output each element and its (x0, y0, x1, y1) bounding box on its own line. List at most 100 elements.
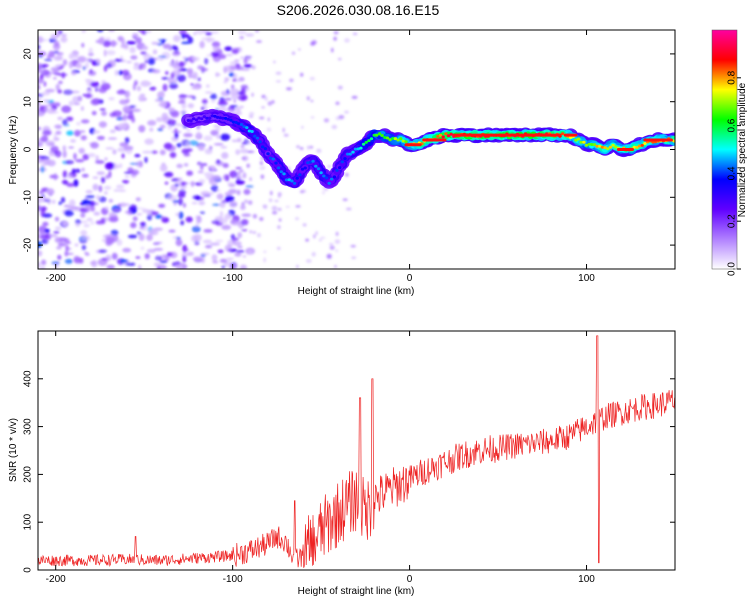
noise-blob (55, 83, 61, 91)
ridge-cell (258, 140, 262, 144)
noise-blob (139, 226, 145, 229)
noise-blob (296, 145, 300, 149)
noise-blob (249, 177, 252, 182)
noise-blob (57, 254, 62, 260)
noise-blob (68, 146, 75, 149)
noise-blob (99, 108, 106, 111)
noise-blob (299, 147, 304, 150)
noise-blob (327, 165, 332, 168)
ridge-cell (340, 160, 344, 164)
noise-blob (112, 149, 116, 154)
noise-blob (210, 100, 216, 103)
ridge-cell (595, 144, 599, 148)
noise-blob (249, 230, 253, 234)
noise-blob (74, 243, 79, 247)
noise-blob (277, 225, 281, 230)
noise-blob (79, 240, 88, 244)
noise-blob (130, 222, 137, 229)
colorbar (712, 30, 737, 269)
noise-blob (212, 45, 221, 52)
ridge-cell (359, 146, 363, 150)
noise-blob (203, 239, 212, 244)
heatmap-x-tick-label: 100 (578, 273, 595, 284)
noise-blob (277, 207, 282, 211)
ridge-cell (332, 175, 337, 179)
noise-blob (135, 207, 146, 210)
noise-blob (73, 152, 77, 160)
noise-blob (180, 41, 191, 44)
noise-blob (118, 163, 123, 168)
noise-blob (263, 257, 267, 263)
noise-blob (130, 55, 138, 60)
ridge-cell (353, 147, 358, 151)
noise-blob (183, 163, 189, 167)
noise-blob (301, 125, 304, 129)
ridge-cell (643, 142, 647, 145)
ridge-cell (598, 144, 602, 148)
noise-blob (107, 137, 118, 140)
ridge-cell (606, 147, 610, 151)
noise-blob (98, 196, 107, 203)
noise-blob (220, 133, 231, 141)
noise-blob (310, 116, 315, 119)
noise-blob (110, 40, 117, 47)
noise-blob (105, 254, 112, 262)
noise-blob (101, 111, 107, 116)
snr-y-tick-label: 300 (23, 418, 34, 435)
ridge-cell (282, 172, 286, 176)
noise-blob (244, 199, 248, 204)
ridge-cell (229, 118, 233, 122)
noise-blob (159, 149, 166, 156)
noise-blob (169, 82, 178, 90)
noise-blob (142, 81, 152, 87)
noise-blob (81, 199, 92, 206)
noise-blob (138, 233, 145, 241)
ridge-cell (287, 178, 291, 182)
noise-blob (168, 229, 176, 233)
noise-blob (248, 250, 253, 254)
noise-blob (85, 62, 89, 69)
noise-blob (209, 181, 218, 186)
noise-blob (241, 229, 248, 232)
noise-blob (91, 110, 97, 116)
noise-blob (272, 210, 278, 215)
noise-blob (154, 99, 163, 102)
ridge-cell (579, 140, 583, 144)
noise-blob (237, 175, 243, 180)
noise-blob (105, 174, 109, 180)
noise-blob (114, 69, 119, 76)
noise-blob (89, 69, 93, 74)
noise-blob (42, 91, 50, 96)
noise-blob (239, 106, 244, 108)
noise-blob (65, 182, 75, 186)
noise-blob (142, 45, 148, 51)
ridge-cell (339, 161, 346, 167)
noise-blob (191, 56, 200, 62)
ridge-cell (205, 116, 209, 120)
noise-blob (239, 264, 248, 269)
noise-blob (325, 188, 328, 191)
noise-blob (335, 249, 339, 253)
noise-blob (44, 104, 54, 107)
ridge-cell (263, 147, 268, 151)
noise-blob (179, 30, 187, 36)
noise-blob (275, 71, 282, 75)
noise-blob (156, 42, 164, 46)
noise-blob (186, 129, 191, 132)
noise-blob (256, 40, 262, 43)
noise-blob (128, 204, 138, 212)
noise-blob (243, 138, 249, 145)
noise-blob (108, 216, 119, 223)
noise-blob (241, 155, 249, 162)
noise-blob (190, 83, 194, 86)
noise-blob (89, 261, 96, 265)
noise-blob (106, 50, 116, 56)
noise-blob (131, 108, 141, 112)
noise-blob (242, 172, 247, 179)
noise-blob (223, 81, 228, 84)
noise-blob (230, 220, 241, 226)
noise-blob (225, 53, 234, 57)
noise-blob (230, 61, 239, 65)
noise-blob (49, 110, 59, 114)
noise-blob (243, 57, 248, 64)
